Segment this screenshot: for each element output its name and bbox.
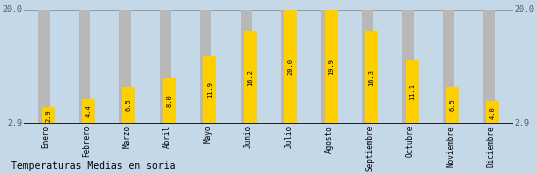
Bar xyxy=(241,10,252,124)
Bar xyxy=(119,10,130,124)
Bar xyxy=(122,86,135,124)
Text: 20.0: 20.0 xyxy=(514,5,534,14)
Bar xyxy=(405,60,418,124)
Text: 16.2: 16.2 xyxy=(248,69,253,86)
Text: 2.9: 2.9 xyxy=(8,119,23,128)
Bar xyxy=(483,10,495,124)
Bar xyxy=(200,10,212,124)
Text: Temperaturas Medias en soria: Temperaturas Medias en soria xyxy=(11,161,175,171)
Text: 2.9: 2.9 xyxy=(514,119,529,128)
Bar xyxy=(402,10,413,124)
Bar xyxy=(163,78,176,124)
Bar xyxy=(159,10,171,124)
Text: 6.5: 6.5 xyxy=(449,99,455,111)
Text: 2.9: 2.9 xyxy=(45,109,51,122)
Text: 16.3: 16.3 xyxy=(368,69,375,86)
Text: 19.9: 19.9 xyxy=(328,58,334,75)
Bar xyxy=(365,31,378,124)
Bar xyxy=(41,107,55,124)
Bar xyxy=(79,10,90,124)
Text: 4.0: 4.0 xyxy=(490,106,496,118)
Text: 20.0: 20.0 xyxy=(288,58,294,75)
Bar xyxy=(244,31,257,124)
Text: 11.1: 11.1 xyxy=(409,84,415,100)
Bar xyxy=(284,10,297,124)
Bar xyxy=(443,10,454,124)
Text: 11.9: 11.9 xyxy=(207,81,213,98)
Text: 20.0: 20.0 xyxy=(3,5,23,14)
Bar xyxy=(446,86,459,124)
Bar xyxy=(487,101,499,124)
Bar xyxy=(281,10,292,124)
Bar xyxy=(204,56,216,124)
Text: 6.5: 6.5 xyxy=(126,99,132,111)
Bar xyxy=(38,10,50,124)
Bar xyxy=(82,98,95,124)
Text: 4.4: 4.4 xyxy=(85,105,91,117)
Bar xyxy=(362,10,373,124)
Bar xyxy=(325,10,338,124)
Bar xyxy=(322,10,333,124)
Text: 8.0: 8.0 xyxy=(166,94,172,107)
